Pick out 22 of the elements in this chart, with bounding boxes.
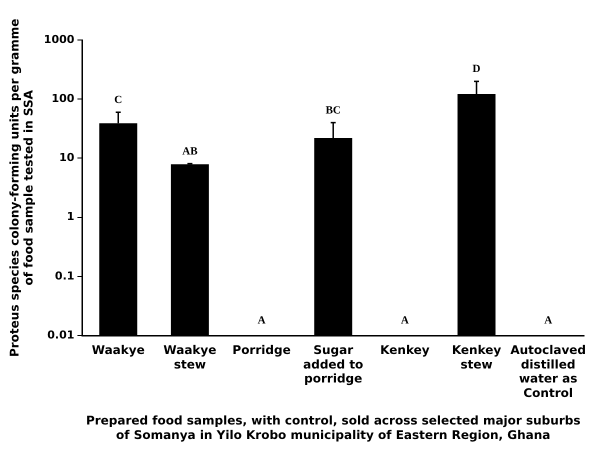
x-tick-label: Waakye <box>92 342 145 357</box>
x-axis-title: Prepared food samples, with control, sold across selected major suburbs of Somanya in Yilo Krobo municipality of Eastern Region, Ghana <box>86 414 580 442</box>
annotation: C <box>114 94 122 106</box>
annotation: BC <box>326 104 341 116</box>
y-tick-label: 10 <box>59 151 75 164</box>
y-tick-label: 100 <box>51 92 75 105</box>
y-axis-title: Proteus species colony-forming units per gramme of food sample tested in SSA <box>7 18 36 358</box>
x-tick-label: Kenkey stew <box>452 342 502 372</box>
x-tick-label: Waakye stew <box>163 342 216 372</box>
x-tick-label: Autoclaved distilled water as Control <box>510 342 586 400</box>
annotation: D <box>472 63 481 76</box>
y-tick-label: 0.1 <box>54 269 74 282</box>
annotation: A <box>400 314 409 326</box>
y-tick-label: 1000 <box>44 32 75 46</box>
x-tick-label: Kenkey <box>380 342 430 357</box>
annotation: AB <box>182 145 198 158</box>
x-tick-label: Sugar added to porridge <box>303 342 364 386</box>
annotation: A <box>544 314 552 326</box>
y-tick-label: 0.01 <box>47 328 74 342</box>
x-tick-label: Porridge <box>232 342 291 357</box>
y-tick-label: 1 <box>66 210 74 224</box>
annotation: A <box>258 314 266 326</box>
